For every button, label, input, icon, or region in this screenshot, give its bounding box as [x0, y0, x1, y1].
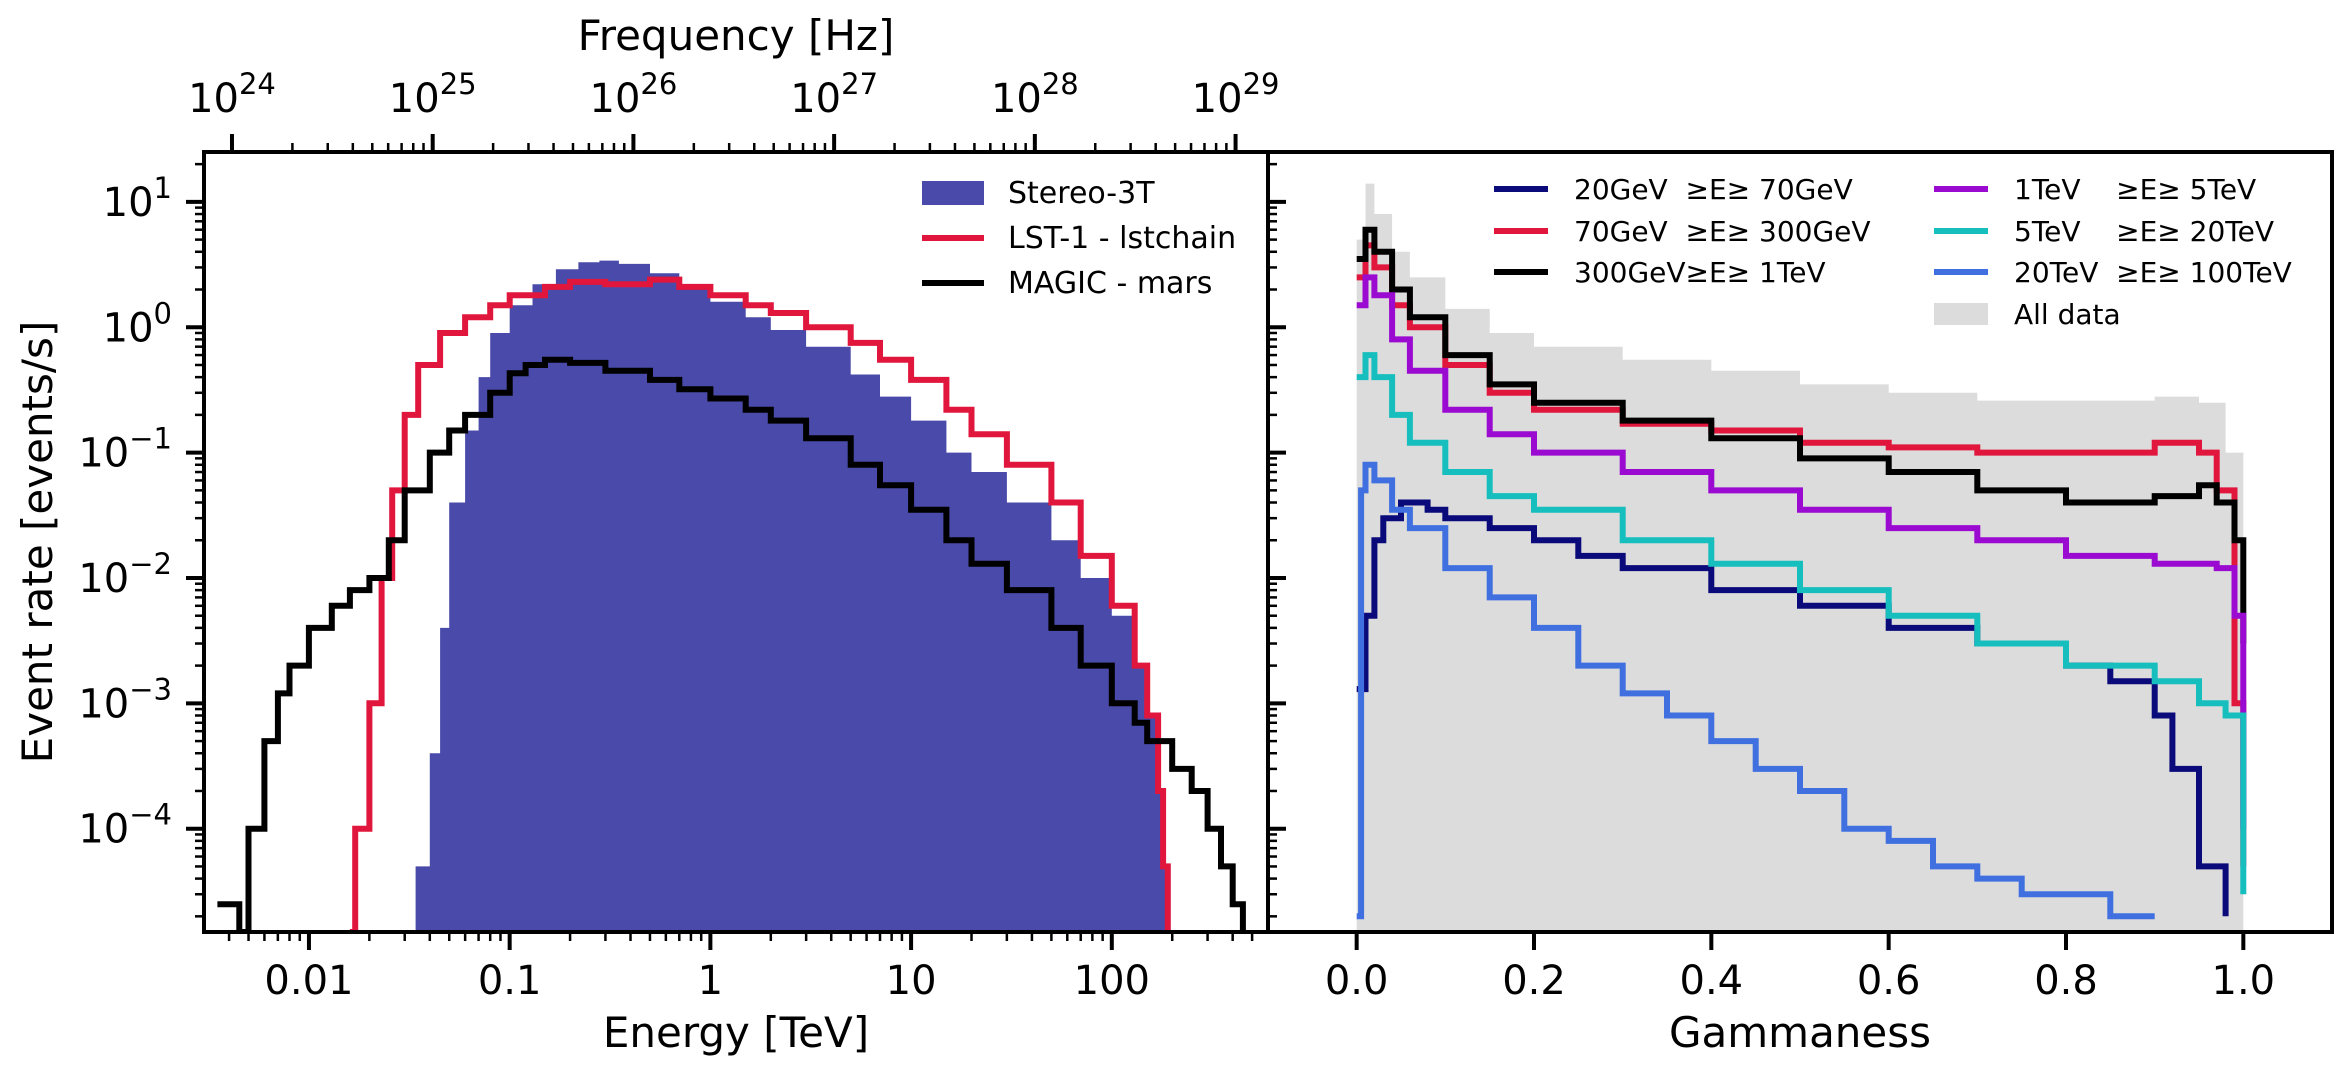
right-x-tick-label: 0.0	[1325, 958, 1389, 1004]
right-x-tick-label: 1.0	[2212, 958, 2276, 1004]
left-series-0-fill	[415, 260, 1166, 932]
right-series-1-line	[1356, 499, 2229, 917]
left-x-tick-label: 10	[886, 958, 937, 1004]
left-x-tick-label: 0.01	[264, 958, 353, 1004]
top-x-tick-label: 1027	[790, 67, 878, 122]
left-x-tick-label: 0.1	[478, 958, 542, 1004]
left-y-tick-label: 10−1	[78, 422, 172, 477]
right-x-tick-label: 0.4	[1680, 958, 1744, 1004]
right-legend-label: 300GeV≥E≥ 1TeV	[1574, 256, 1826, 289]
left-series-2-line	[217, 356, 1246, 932]
left-y-tick-label: 10−2	[78, 547, 172, 602]
left-legend-swatch	[922, 181, 984, 205]
right-x-tick-label: 0.8	[2034, 958, 2098, 1004]
left-legend-label: Stereo-3T	[1008, 176, 1155, 211]
right-series-4-line	[1356, 274, 2247, 829]
left-y-tick-label: 10−4	[78, 798, 172, 853]
top-x-tick-label: 1025	[389, 67, 477, 122]
left-x-tick-label: 100	[1074, 958, 1150, 1004]
right-panel: 0.0 0.2 0.4 0.6 0.8 1.0 Gammaness 20GeV ≥E≥ 7…	[1325, 173, 2292, 1057]
left-legend-label: MAGIC - mars	[1008, 266, 1212, 301]
top-x-tick-label: 1026	[590, 67, 678, 122]
top-x-tick-label: 1024	[188, 67, 276, 122]
right-xlabel: Gammaness	[1669, 1008, 1931, 1057]
top-x-tick-label: 1028	[991, 67, 1079, 122]
left-xlabel: Energy [TeV]	[603, 1008, 869, 1057]
right-legend-label: 5TeV ≥E≥ 20TeV	[2014, 215, 2274, 248]
right-legend-label: 20GeV ≥E≥ 70GeV	[1574, 173, 1853, 206]
right-legend-label: All data	[2014, 298, 2121, 331]
right-legend-label: 20TeV ≥E≥ 100TeV	[2014, 256, 2292, 289]
right-legend-label: 70GeV ≥E≥ 300GeV	[1574, 215, 1871, 248]
left-y-tick-label: 100	[103, 296, 172, 351]
left-x-tick-label: 1	[698, 958, 723, 1004]
left-legend: Stereo-3T LST-1 - lstchain MAGIC - mars	[922, 176, 1236, 301]
right-x-tick-label: 0.6	[1857, 958, 1921, 1004]
right-axes-frame	[1266, 150, 2334, 934]
left-legend-label: LST-1 - lstchain	[1008, 221, 1236, 256]
right-series-6-line	[1356, 461, 2155, 920]
left-y-tick-label: 101	[103, 171, 172, 226]
left-panel: 0.01 0.1 1 10 100 10−4 10−3 10−2 10−1 100 101 1024 1…	[13, 11, 1286, 1057]
top-x-tick-label: 1029	[1192, 67, 1280, 122]
right-legend-label: 1TeV ≥E≥ 5TeV	[2014, 173, 2256, 206]
right-x-tick-label: 0.2	[1502, 958, 1566, 1004]
right-series-0-fill	[1356, 183, 2244, 932]
left-ylabel: Event rate [events/s]	[13, 321, 62, 764]
left-y-tick-label: 10−3	[78, 672, 172, 727]
right-series-3-line	[1356, 226, 2247, 644]
right-series-5-line	[1356, 352, 2247, 895]
right-legend-swatch	[1934, 303, 1988, 325]
top-xlabel: Frequency [Hz]	[578, 11, 895, 60]
right-legend: 20GeV ≥E≥ 70GeV 70GeV ≥E≥ 300GeV 300GeV≥E≥…	[1494, 173, 2292, 331]
left-series-1-line	[349, 276, 1171, 932]
